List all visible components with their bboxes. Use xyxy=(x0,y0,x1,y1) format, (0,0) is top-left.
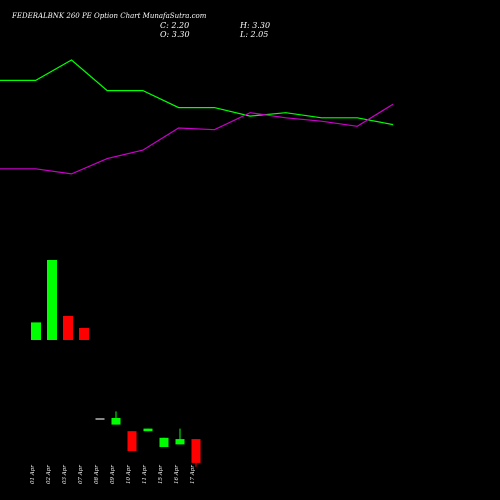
volume-bar xyxy=(63,316,73,340)
candle-body xyxy=(159,437,169,447)
candle-body xyxy=(95,418,105,420)
x-tick-label: 08 Apr xyxy=(94,465,100,484)
chart-title: FEDERALBNK 260 PE Option Chart MunafaSut… xyxy=(12,12,207,20)
close-value: C: 2.20 xyxy=(160,21,190,30)
magenta-indicator-line xyxy=(0,103,394,175)
volume-bar xyxy=(31,322,41,340)
candle-body xyxy=(127,431,137,451)
candle-body xyxy=(111,418,121,425)
candle-body xyxy=(175,439,185,445)
x-tick-label: 09 Apr xyxy=(110,465,116,484)
x-tick-label: 03 Apr xyxy=(62,465,68,484)
low-value: L: 2.05 xyxy=(240,30,269,39)
volume-bar xyxy=(79,328,89,340)
volume-bar xyxy=(47,260,57,340)
x-tick-label: 01 Apr xyxy=(30,465,36,484)
candle-body xyxy=(143,428,153,432)
candle-body xyxy=(191,439,201,463)
x-tick-label: 16 Apr xyxy=(174,465,180,484)
high-value: H: 3.30 xyxy=(240,21,271,30)
x-tick-label: 11 Apr xyxy=(142,465,148,484)
open-value: O: 3.30 xyxy=(160,30,190,39)
x-tick-label: 17 Apr xyxy=(190,465,196,484)
x-tick-label: 15 Apr xyxy=(158,465,164,484)
green-indicator-line xyxy=(0,59,394,126)
x-tick-label: 07 Apr xyxy=(78,465,84,484)
x-tick-label: 02 Apr xyxy=(46,465,52,484)
x-tick-label: 10 Apr xyxy=(126,465,132,484)
